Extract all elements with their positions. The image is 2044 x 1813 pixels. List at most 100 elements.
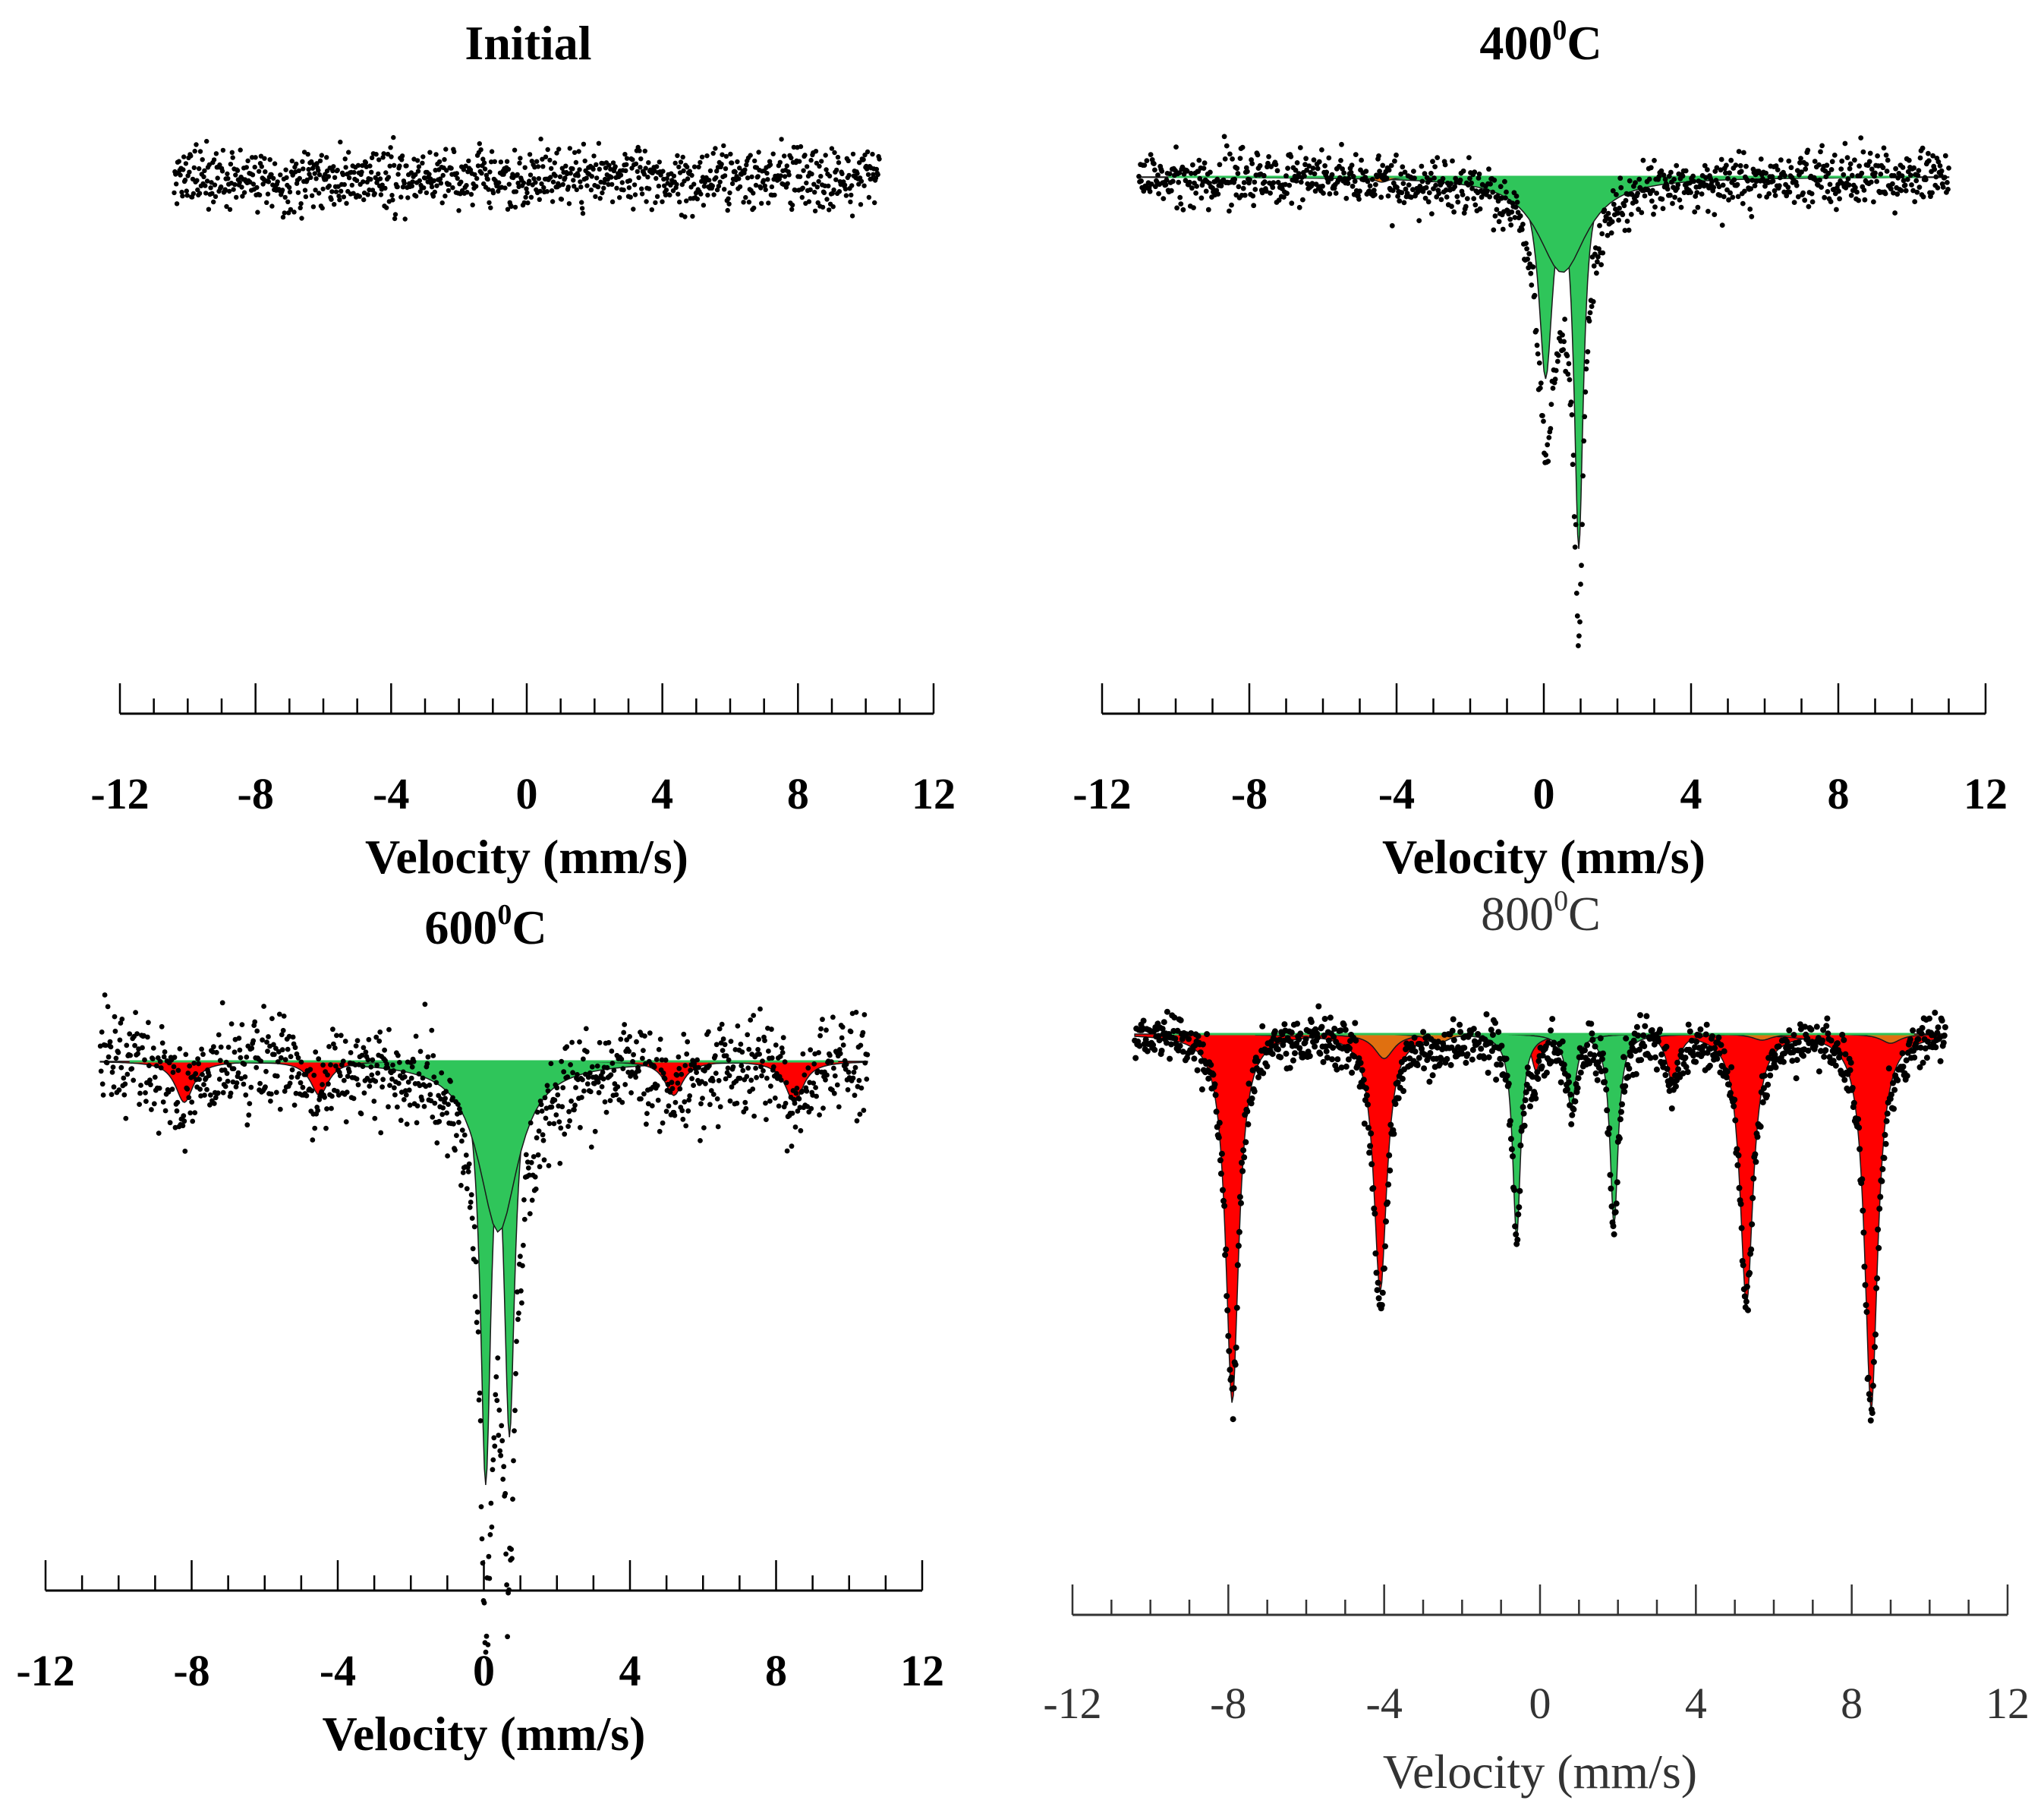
data-point [816, 178, 821, 184]
data-point [450, 185, 455, 191]
data-point [410, 179, 415, 184]
data-point [1641, 1043, 1648, 1049]
data-point [830, 1014, 836, 1020]
data-point [1428, 170, 1434, 176]
data-point [405, 195, 411, 200]
data-point [213, 151, 219, 156]
data-point [680, 1116, 686, 1122]
data-point [324, 155, 329, 160]
data-point [600, 1070, 606, 1075]
data-point [1534, 342, 1540, 348]
data-point [1608, 1203, 1615, 1210]
data-point [1254, 1058, 1261, 1064]
data-point [1802, 197, 1808, 203]
data-points [1136, 134, 1951, 648]
data-point [1605, 1130, 1612, 1137]
data-point [250, 172, 256, 178]
data-point [431, 1074, 437, 1080]
data-point [1228, 1374, 1235, 1381]
data-point [1674, 1059, 1681, 1066]
data-point [654, 164, 660, 169]
data-point [1812, 159, 1818, 164]
data-point [1520, 222, 1526, 227]
data-point [1882, 1140, 1889, 1147]
data-point [1805, 147, 1811, 153]
data-point [123, 1115, 129, 1121]
data-point [585, 1074, 591, 1080]
data-point [370, 1057, 376, 1063]
data-point [305, 152, 310, 157]
data-point [1584, 359, 1590, 364]
data-point [1156, 1037, 1163, 1044]
data-point [1438, 1056, 1445, 1063]
x-tick-label: 8 [1841, 1679, 1863, 1728]
data-point [1449, 203, 1454, 210]
data-point [817, 1112, 822, 1118]
data-point [1186, 1036, 1192, 1042]
data-point [442, 156, 447, 162]
data-point [1816, 162, 1822, 168]
data-point [1242, 1139, 1249, 1146]
data-point [1237, 156, 1243, 162]
data-point [1911, 165, 1917, 171]
data-point [341, 1077, 347, 1083]
data-point [696, 1064, 701, 1070]
data-point [284, 175, 289, 181]
data-point [492, 159, 497, 164]
data-point [770, 151, 776, 156]
data-point [1859, 1176, 1866, 1183]
data-point [554, 1085, 560, 1091]
data-point [238, 1055, 244, 1061]
data-point [1366, 1149, 1373, 1156]
data-point [1205, 1075, 1212, 1082]
data-point [115, 1049, 121, 1055]
data-point [1866, 159, 1872, 165]
data-point [562, 175, 568, 181]
data-point [1652, 1054, 1658, 1061]
data-point [1555, 352, 1561, 358]
data-point [852, 1064, 858, 1070]
data-point [1772, 193, 1778, 198]
data-point [446, 181, 452, 188]
data-point [710, 150, 716, 156]
data-point [392, 216, 398, 222]
data-point [353, 1043, 359, 1048]
x-tick-label: -4 [1366, 1679, 1403, 1728]
data-point [691, 1083, 696, 1088]
data-point [686, 1097, 692, 1103]
data-point [710, 1078, 716, 1083]
data-point [439, 200, 445, 206]
data-point [124, 1042, 130, 1048]
data-point [320, 205, 325, 211]
data-point [1608, 1185, 1614, 1192]
data-point [740, 1067, 746, 1074]
data-point [594, 175, 600, 181]
data-point [1386, 1152, 1393, 1159]
data-point [1600, 1050, 1606, 1057]
data-point [343, 165, 348, 170]
data-point [1903, 188, 1909, 194]
data-point [1300, 197, 1305, 203]
data-point [257, 192, 263, 197]
data-point [512, 1428, 517, 1433]
data-point [254, 184, 260, 191]
data-point [239, 184, 244, 190]
data-point [336, 194, 342, 199]
data-point [713, 1070, 719, 1076]
data-point [659, 1057, 665, 1063]
data-point [479, 171, 484, 176]
data-point [1236, 1193, 1243, 1200]
data-point [1661, 1059, 1668, 1066]
data-point [1795, 1039, 1802, 1045]
data-point [519, 1300, 524, 1306]
data-point [570, 1070, 575, 1076]
data-point [266, 179, 272, 184]
data-point [200, 1052, 206, 1058]
data-point [1624, 219, 1630, 224]
data-point [1493, 1077, 1500, 1083]
data-point [1738, 1225, 1745, 1231]
data-point [1653, 1066, 1660, 1073]
data-point [1613, 1200, 1620, 1207]
data-point [225, 176, 231, 181]
